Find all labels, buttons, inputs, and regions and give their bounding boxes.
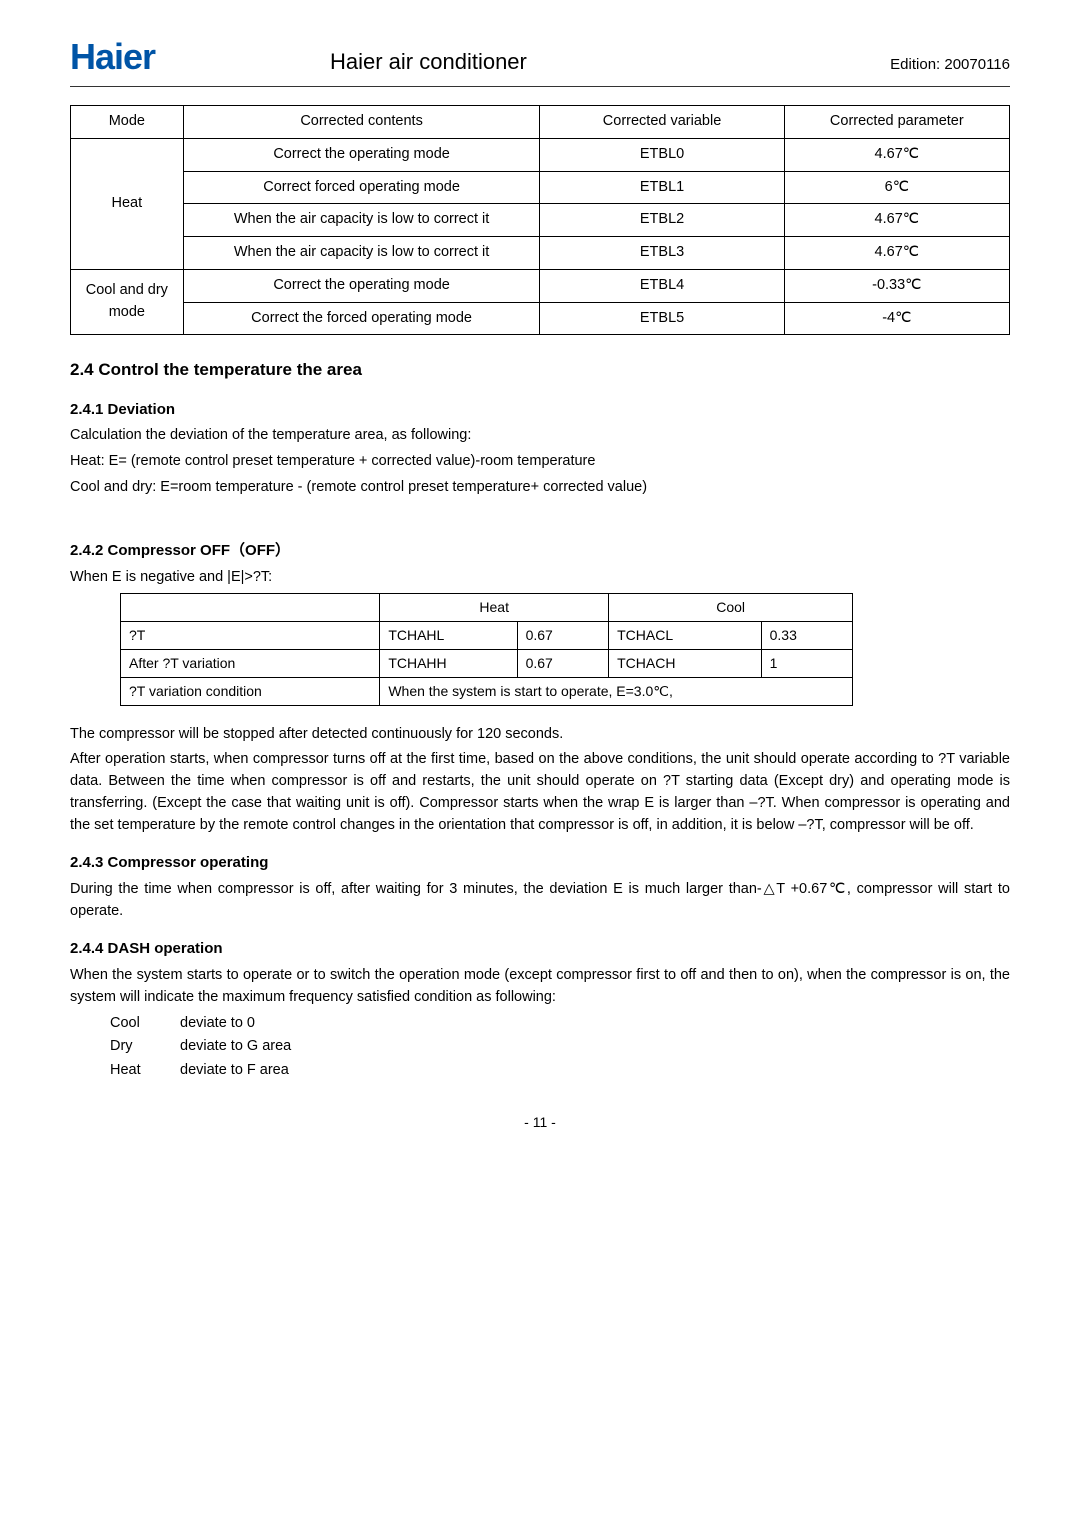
cell: 0.33 bbox=[761, 621, 853, 649]
cell: When the air capacity is low to correct … bbox=[183, 237, 540, 270]
cell: -0.33℃ bbox=[784, 269, 1009, 302]
cell: 0.67 bbox=[517, 649, 609, 677]
list-value: deviate to F area bbox=[180, 1062, 289, 1078]
cell: ETBL5 bbox=[540, 302, 784, 335]
list-label: Dry bbox=[110, 1035, 180, 1058]
body-text: When the system starts to operate or to … bbox=[70, 965, 1010, 1009]
th-mode: Mode bbox=[71, 106, 184, 139]
cell: Correct the operating mode bbox=[183, 138, 540, 171]
cell: ?T variation condition bbox=[121, 677, 380, 705]
compressor-off-table: Heat Cool ?T TCHAHL 0.67 TCHACL 0.33 Aft… bbox=[120, 593, 853, 706]
cell: Correct the forced operating mode bbox=[183, 302, 540, 335]
list-value: deviate to G area bbox=[180, 1038, 291, 1054]
th-heat: Heat bbox=[380, 593, 609, 621]
cell: 6℃ bbox=[784, 171, 1009, 204]
cell: 1 bbox=[761, 649, 853, 677]
th-contents: Corrected contents bbox=[183, 106, 540, 139]
list-label: Cool bbox=[110, 1012, 180, 1035]
heading-2-4-1: 2.4.1 Deviation bbox=[70, 399, 1010, 422]
body-text: The compressor will be stopped after det… bbox=[70, 724, 1010, 746]
cell: When the air capacity is low to correct … bbox=[183, 204, 540, 237]
body-text: After operation starts, when compressor … bbox=[70, 749, 1010, 836]
page-header: Haier Haier air conditioner Edition: 200… bbox=[70, 30, 1010, 87]
th-param: Corrected parameter bbox=[784, 106, 1009, 139]
heading-2-4-4: 2.4.4 DASH operation bbox=[70, 938, 1010, 961]
cell: ETBL1 bbox=[540, 171, 784, 204]
cell: Correct forced operating mode bbox=[183, 171, 540, 204]
list-value: deviate to 0 bbox=[180, 1015, 255, 1031]
logo: Haier bbox=[70, 30, 260, 84]
cell: TCHACH bbox=[609, 649, 762, 677]
cell-heat-label: Heat bbox=[71, 138, 184, 269]
cell: When the system is start to operate, E=3… bbox=[380, 677, 853, 705]
th-variable: Corrected variable bbox=[540, 106, 784, 139]
edition-label: Edition: 20070116 bbox=[840, 54, 1010, 77]
list-label: Heat bbox=[110, 1059, 180, 1082]
cell: After ?T variation bbox=[121, 649, 380, 677]
cell: ?T bbox=[121, 621, 380, 649]
cell: -4℃ bbox=[784, 302, 1009, 335]
cell: ETBL4 bbox=[540, 269, 784, 302]
cell: ETBL2 bbox=[540, 204, 784, 237]
heading-2-4: 2.4 Control the temperature the area bbox=[70, 357, 1010, 383]
cell: TCHAHL bbox=[380, 621, 517, 649]
body-text: During the time when compressor is off, … bbox=[70, 879, 1010, 923]
body-text: When E is negative and |E|>?T: bbox=[70, 567, 1010, 589]
cell-cooldry-label: Cool and dry mode bbox=[71, 269, 184, 335]
cell: ETBL3 bbox=[540, 237, 784, 270]
cell: 0.67 bbox=[517, 621, 609, 649]
cell: Correct the operating mode bbox=[183, 269, 540, 302]
page-number: - 11 - bbox=[70, 1112, 1010, 1133]
heading-2-4-2: 2.4.2 Compressor OFF（OFF） bbox=[70, 540, 1010, 563]
th-cool: Cool bbox=[609, 593, 853, 621]
cell: TCHACL bbox=[609, 621, 762, 649]
doc-title: Haier air conditioner bbox=[260, 45, 840, 78]
body-text: Cool and dry: E=room temperature - (remo… bbox=[70, 477, 1010, 499]
mode-table: Mode Corrected contents Corrected variab… bbox=[70, 105, 1010, 335]
cell: TCHAHH bbox=[380, 649, 517, 677]
deviate-list: Cooldeviate to 0 Drydeviate to G area He… bbox=[110, 1012, 1010, 1082]
cell: ETBL0 bbox=[540, 138, 784, 171]
cell: 4.67℃ bbox=[784, 204, 1009, 237]
body-text: Heat: E= (remote control preset temperat… bbox=[70, 451, 1010, 473]
body-text: Calculation the deviation of the tempera… bbox=[70, 425, 1010, 447]
cell: 4.67℃ bbox=[784, 237, 1009, 270]
heading-2-4-3: 2.4.3 Compressor operating bbox=[70, 852, 1010, 875]
cell: 4.67℃ bbox=[784, 138, 1009, 171]
